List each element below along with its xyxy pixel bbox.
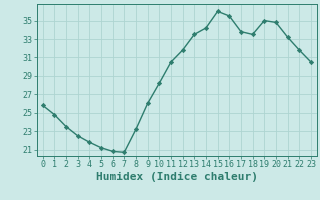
- X-axis label: Humidex (Indice chaleur): Humidex (Indice chaleur): [96, 172, 258, 182]
